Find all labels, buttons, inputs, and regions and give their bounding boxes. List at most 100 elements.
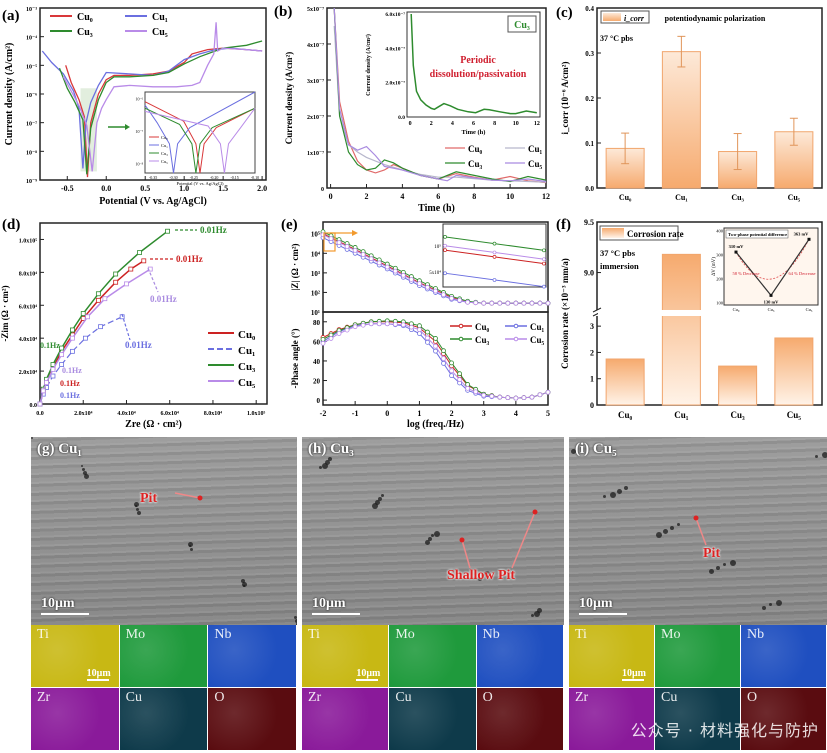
inset-series-Cu₁: [144, 91, 256, 174]
data-point: [113, 271, 119, 277]
surface-speck: [190, 548, 193, 551]
y-tick-label: 10⁻⁵: [26, 64, 37, 70]
inset-x-tick-label: -0.15: [230, 175, 238, 180]
eds-map-i-zr: Zr: [569, 688, 654, 750]
chart-figure: (a)-0.5 0.0 0.5 1.0 1.5 2.010⁻⁹10⁻⁸10⁻⁷10⁻⁶10…: [0, 4, 823, 430]
inset-x-tick-label: 4: [451, 121, 454, 127]
data-point: [141, 258, 147, 264]
zoom-box: [323, 232, 336, 252]
data-point: [417, 281, 422, 287]
surface-speck: [677, 523, 680, 526]
scale-bar: 10μm: [312, 596, 360, 615]
inset-point: [443, 271, 447, 276]
surface-speck: [571, 449, 576, 454]
eds-map-g-ti: Ti 10μm: [31, 625, 119, 687]
data-point: [521, 300, 527, 306]
y-tick-label: 10⁴: [311, 250, 321, 258]
data-point: [505, 395, 511, 401]
inset-point: [492, 255, 497, 259]
annotation-label: 0.01Hz: [150, 294, 177, 304]
sem-texture: [31, 437, 297, 625]
y-tick-label: 2x10⁻⁷: [307, 115, 324, 121]
panel-d: (d) 0.0 2.0x10⁴ 4.0x10⁴ 6.0x10⁴ 8.0x10⁴ 1.0x10…: [0, 217, 268, 430]
inset-value-label: 363 mV: [794, 231, 810, 236]
surface-speck: [670, 526, 674, 530]
x-tick-label: 3: [482, 409, 486, 418]
inset-x-tick-label: Cu₃: [768, 307, 775, 312]
data-point: [376, 260, 382, 266]
x-tick-label: 6: [436, 192, 440, 201]
legend-swatch: [603, 13, 621, 21]
surface-speck: [134, 502, 139, 507]
inset-point: [492, 241, 497, 246]
inset-y-tick-label: 100: [716, 301, 724, 306]
data-point: [102, 296, 108, 302]
data-point: [529, 300, 535, 306]
inset-point: [443, 248, 447, 252]
data-point: [425, 339, 430, 345]
data-point: [481, 392, 487, 398]
x-tick-label: Cu₀: [619, 193, 632, 202]
annotation: immersion: [600, 261, 639, 271]
inset-x-tick-label: -0.20: [210, 175, 218, 180]
y-tick-label: 1: [590, 375, 594, 384]
inset-series-Cu₀: [144, 101, 256, 174]
data-point: [537, 300, 543, 306]
data-point: [457, 377, 463, 382]
y-tick-label: 40: [313, 358, 321, 366]
y-tick-label: 2: [590, 348, 594, 357]
inset-point: [492, 278, 497, 282]
x-tick-label: -2: [320, 409, 327, 418]
break-gap: [598, 310, 821, 316]
y-tick-label: 60: [313, 338, 321, 346]
eds-element-label: Cu: [395, 690, 412, 705]
x-tick-label: 0: [385, 409, 389, 418]
inset-y-tick-label: 10⁻⁶: [135, 96, 143, 101]
eds-map-g-mo: Mo: [119, 625, 208, 687]
surface-speck: [709, 569, 714, 574]
data-point: [441, 292, 446, 298]
legend-label: Cu₃: [77, 27, 93, 38]
annotation: 37 °C pbs: [600, 34, 633, 43]
data-point: [50, 362, 56, 367]
legend-marker: [458, 336, 464, 342]
inset-series-Cu₅: [144, 107, 256, 174]
y-axis-label-bottom: -Phase angle (°): [290, 328, 300, 388]
panel-e: (e) -2 -1 0 1 2 3 4 5 10¹ 10² 10³ 10⁴ 10⁵ 0 20 40 60 80 log…: [281, 217, 551, 430]
scale-bar: 10μm: [579, 596, 627, 615]
sem-image-i: (i) Cu₅ 10μm: [569, 437, 827, 625]
panel-f: (f) 0 1 2 3 9.0 9.5 Corrosion rate (×10⁻³ mm/a)…: [556, 217, 823, 420]
eds-map-i-o: O: [741, 688, 826, 750]
data-point: [336, 331, 342, 336]
surface-speck: [730, 560, 736, 566]
inset-badge-frame: [507, 15, 537, 33]
scale-bar-label: 10μm: [41, 596, 75, 611]
series-line-Cu₁: [41, 47, 263, 169]
data-point: [457, 371, 463, 377]
y-tick-label: 6.0x10⁴: [19, 304, 38, 310]
x-tick-label: 1: [417, 409, 421, 418]
eds-scale-bar-line: [356, 679, 379, 681]
annotation-line-2: dissolution/passivation: [430, 69, 527, 80]
surface-speck: [478, 577, 482, 581]
legend-label: Cu₃: [475, 335, 490, 345]
legend-label: Corrosion rate: [627, 229, 684, 239]
inset-frame: [723, 227, 819, 306]
x-axis-label: Potential (V vs. Ag/AgCl): [99, 196, 207, 207]
panel-a: (a) -0.5 0.0 0.5 1.0 1.5 2.0 10⁻⁹ 10⁻⁸ 10⁻⁷ 10⁻⁶ 10…: [2, 7, 267, 207]
y-axis-label: i_corr (10⁻⁶ A/cm²): [560, 62, 570, 135]
legend-swatch: [602, 228, 624, 238]
x-tick-label: 0.0: [101, 184, 111, 193]
inset-y-tick-label: 10⁻⁷: [135, 129, 143, 134]
surface-speck: [434, 531, 440, 537]
inset-series-Cu3: [410, 13, 537, 115]
data-point: [360, 322, 366, 328]
legend-label: Cu₀: [475, 322, 490, 332]
y-tick-label: 9.5: [584, 218, 594, 227]
phase-line-Cu₁: [322, 323, 549, 399]
data-point: [328, 336, 334, 341]
data-point: [70, 327, 75, 333]
panel-label: (b): [274, 4, 292, 20]
x-tick-label: 1.5: [218, 184, 228, 193]
data-point: [465, 382, 471, 387]
